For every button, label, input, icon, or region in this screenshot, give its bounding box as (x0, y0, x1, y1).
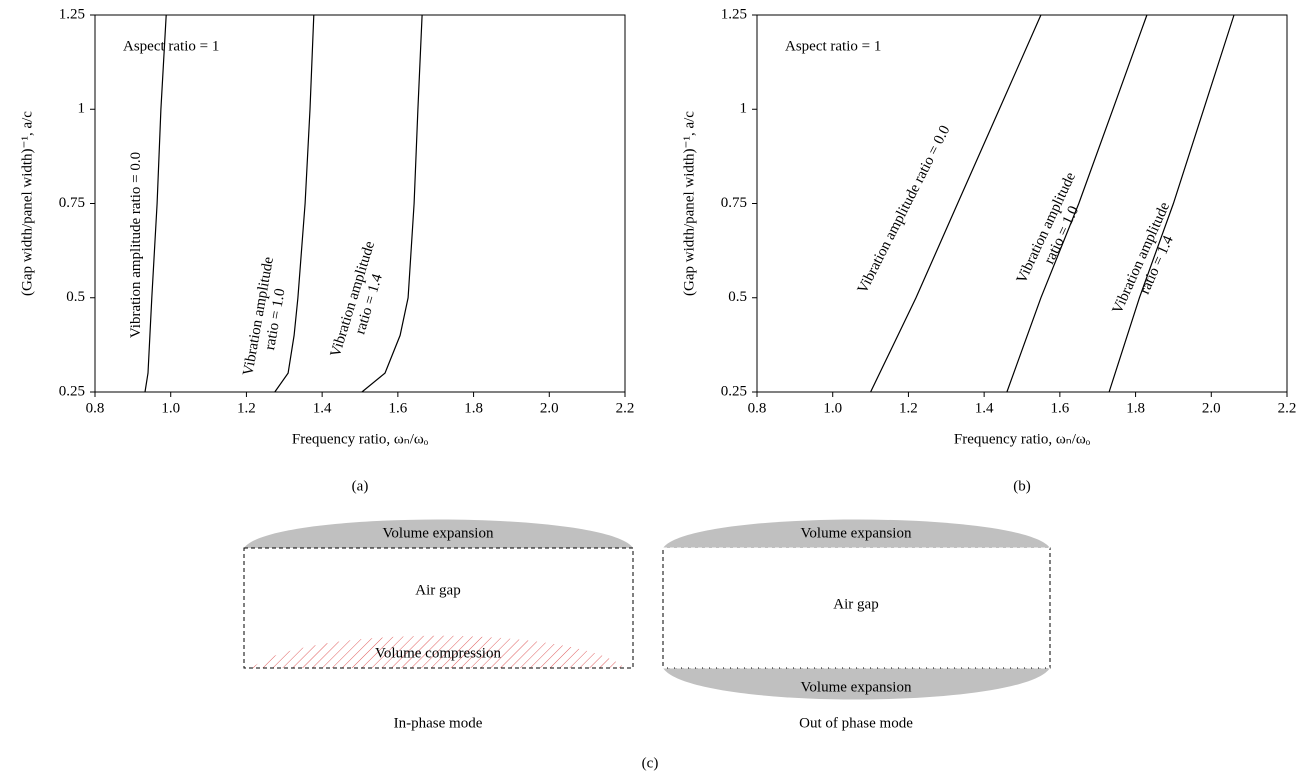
y-axis-label: (Gap width/panel width)⁻¹, a/c (19, 111, 35, 296)
mode-diagram: Volume expansion Air gap Volume compress… (244, 520, 1050, 772)
y-tick-label: 0.75 (59, 195, 85, 211)
y-axis-label: (Gap width/panel width)⁻¹, a/c (681, 111, 697, 296)
y-tick-label: 0.5 (728, 289, 747, 305)
x-tick-label: 2.2 (1278, 400, 1297, 416)
annotation: Aspect ratio = 1 (785, 38, 881, 54)
y-tick-label: 1 (78, 101, 86, 117)
curve-label: Vibration amplitude ratio = 0.0 (128, 152, 144, 338)
x-tick-label: 0.8 (86, 400, 105, 416)
y-tick-label: 0.25 (59, 383, 85, 399)
curve-label: Vibration amplituderatio = 1.0 (1014, 170, 1095, 293)
region-label: Volume compression (375, 645, 501, 661)
curve (1007, 15, 1147, 392)
plot-frame (95, 15, 625, 392)
x-tick-label: 1.8 (1126, 400, 1145, 416)
mode-caption: Out of phase mode (799, 715, 913, 731)
x-axis-label: Frequency ratio, ωₙ/ωₒ (292, 431, 429, 447)
x-axis-label: Frequency ratio, ωₙ/ωₒ (954, 431, 1091, 447)
x-tick-label: 1.2 (237, 400, 256, 416)
curve-label: Vibration amplituderatio = 1.4 (1110, 200, 1189, 324)
curve (1109, 15, 1234, 392)
region-label: Volume expansion (801, 525, 912, 541)
curve-label-line: Vibration amplitude ratio = 0.0 (128, 152, 144, 338)
y-tick-label: 0.75 (721, 195, 747, 211)
curve (871, 15, 1041, 392)
x-tick-label: 2.0 (540, 400, 559, 416)
region-label: Air gap (415, 582, 460, 598)
x-tick-label: 1.6 (388, 400, 407, 416)
x-tick-label: 2.2 (616, 400, 635, 416)
curve-label: Vibration amplituderatio = 1.4 (328, 239, 395, 364)
curve-label: Vibration amplitude ratio = 0.0 (855, 123, 954, 296)
mode-caption: In-phase mode (394, 715, 483, 731)
x-tick-label: 2.0 (1202, 400, 1221, 416)
plot-frame (757, 15, 1287, 392)
region-label: Air gap (833, 596, 878, 612)
y-tick-label: 1.25 (721, 6, 747, 22)
x-tick-label: 1.0 (823, 400, 842, 416)
region-label: Volume expansion (383, 525, 494, 541)
curve (362, 15, 422, 392)
y-tick-label: 0.25 (721, 383, 747, 399)
curve-label-line: Vibration amplitude ratio = 0.0 (855, 123, 954, 296)
y-tick-label: 1 (740, 101, 748, 117)
x-tick-label: 1.0 (161, 400, 180, 416)
x-tick-label: 0.8 (748, 400, 767, 416)
x-tick-label: 1.2 (899, 400, 918, 416)
panel-label: (b) (1013, 478, 1031, 494)
panel-label: (c) (642, 755, 659, 771)
panel-label: (a) (352, 478, 369, 494)
region-label: Volume expansion (801, 679, 912, 695)
curve-label: Vibration amplituderatio = 1.0 (241, 255, 294, 380)
y-tick-label: 1.25 (59, 6, 85, 22)
x-tick-label: 1.8 (464, 400, 483, 416)
x-tick-label: 1.4 (975, 400, 994, 416)
curve (145, 15, 166, 392)
y-tick-label: 0.5 (66, 289, 85, 305)
figure: Volume expansion Air gap Volume compress… (0, 0, 1300, 778)
annotation: Aspect ratio = 1 (123, 38, 219, 54)
x-tick-label: 1.4 (313, 400, 332, 416)
x-tick-label: 1.6 (1050, 400, 1069, 416)
